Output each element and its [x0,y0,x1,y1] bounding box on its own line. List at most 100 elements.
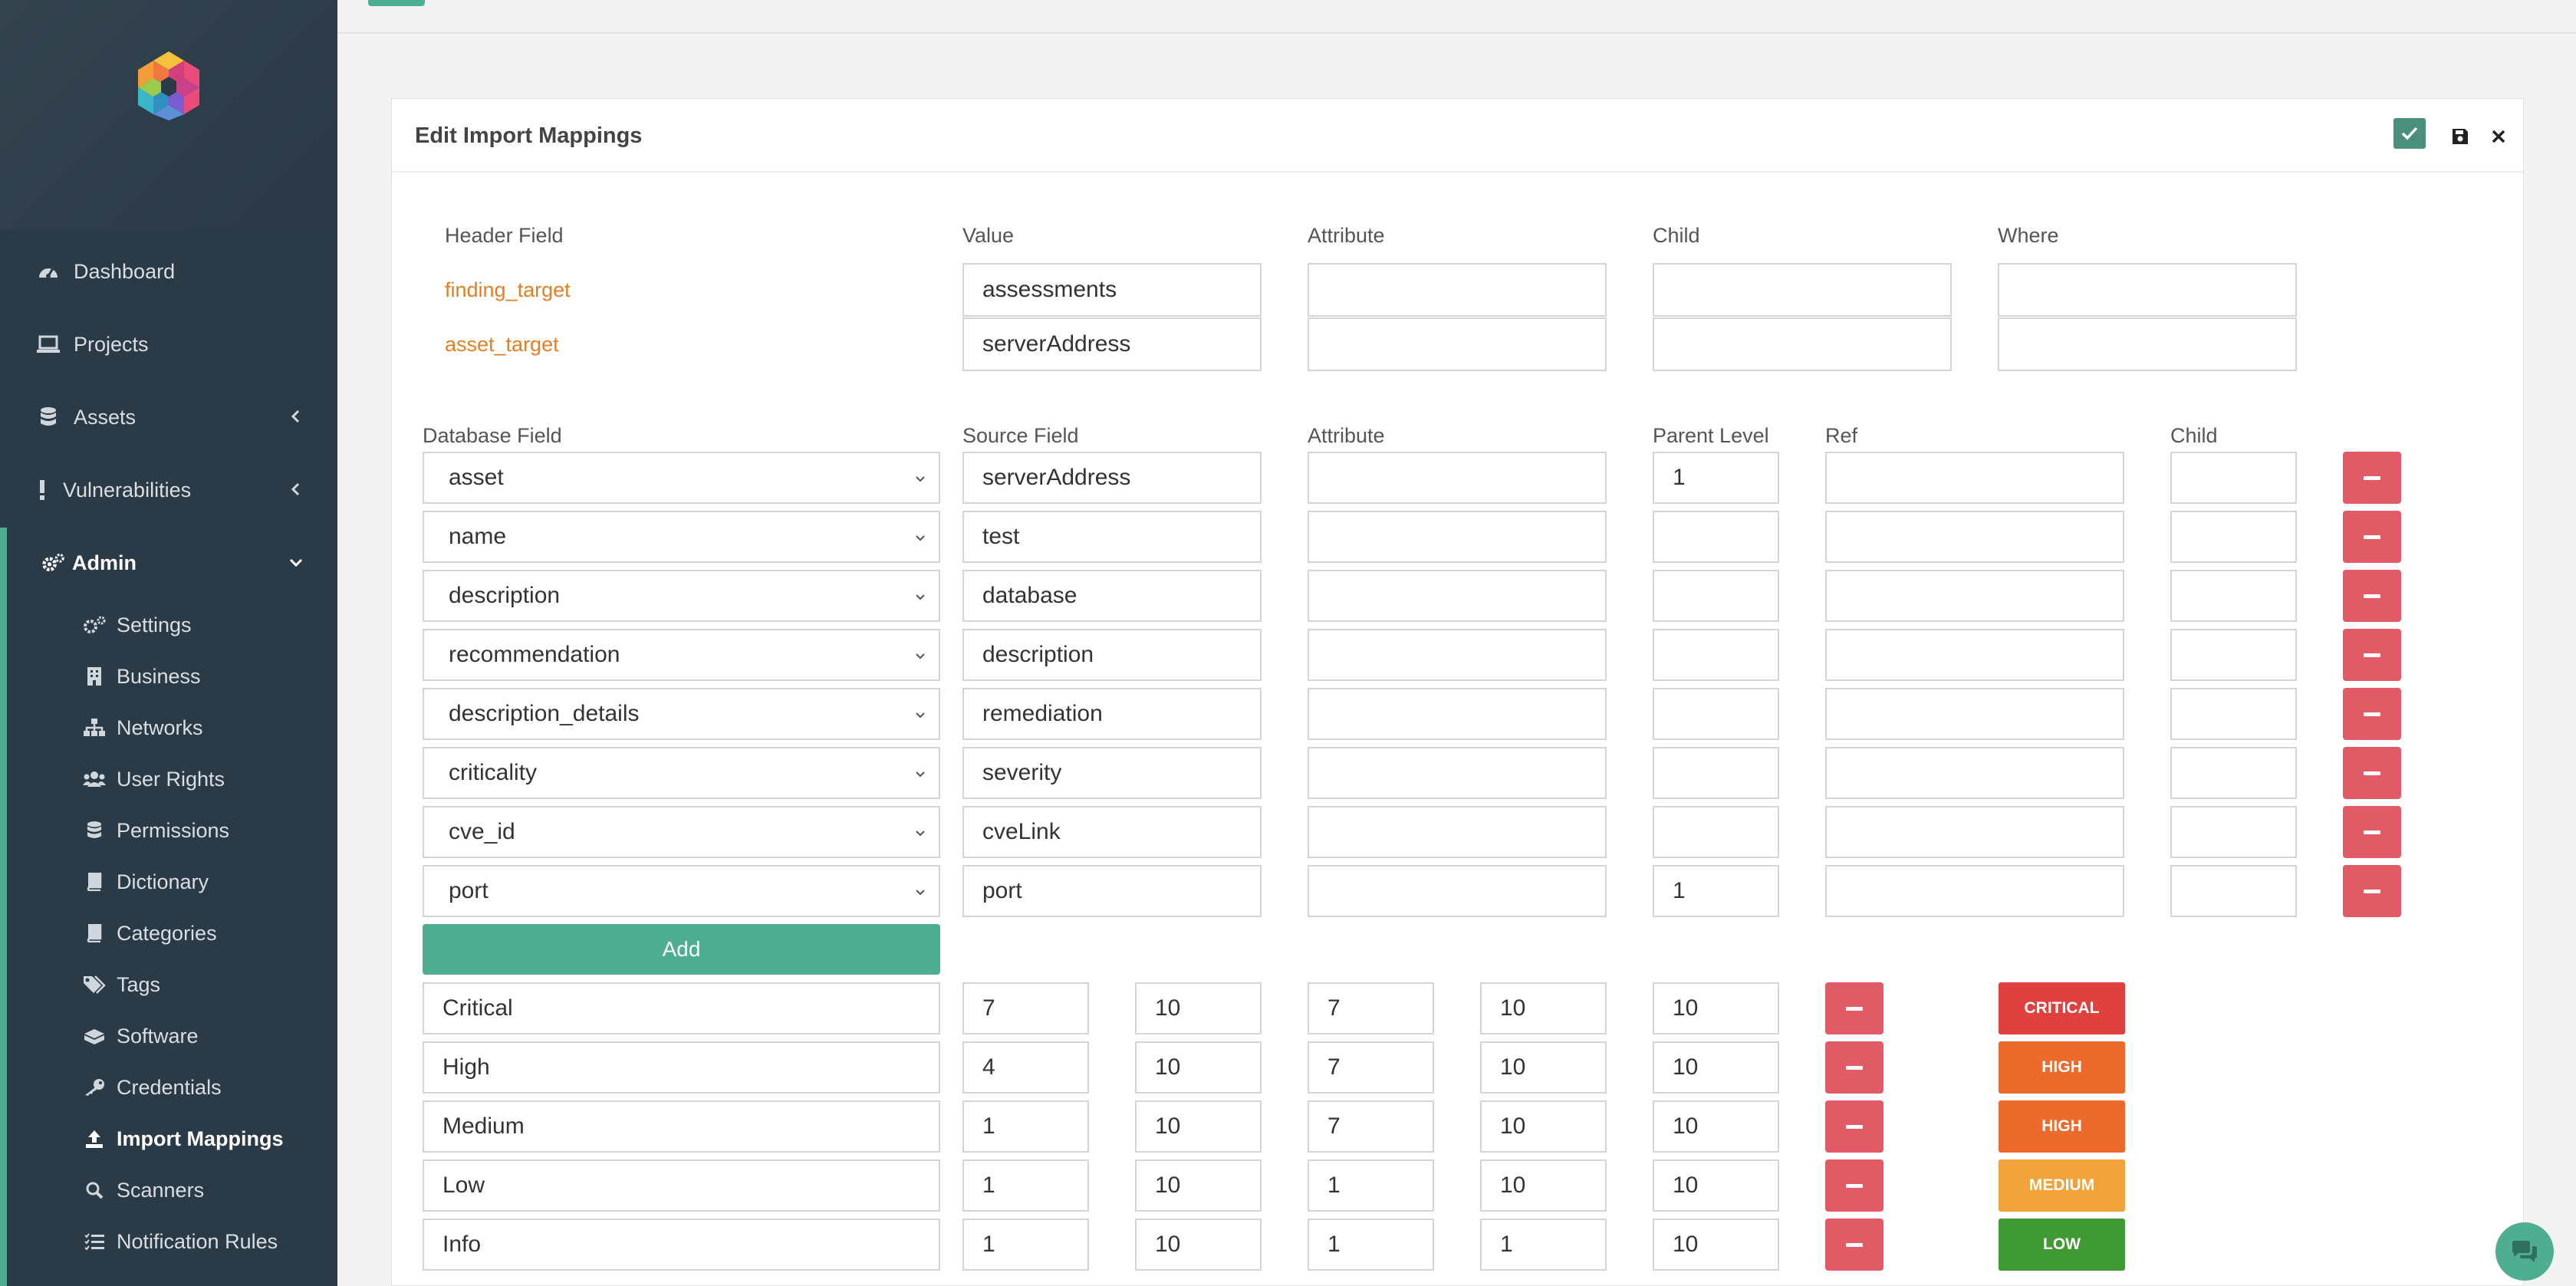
header-value-input[interactable]: assessments [962,263,1262,317]
sidebar-item-credentials[interactable]: Credentials [0,1065,337,1110]
attribute-input[interactable] [1308,865,1607,917]
sidebar-item-software[interactable]: Software [0,1014,337,1058]
parent-level-input[interactable] [1653,629,1779,681]
severity-value-input[interactable]: 1 [962,1219,1089,1271]
severity-value-input[interactable]: 10 [1653,1100,1779,1153]
sidebar-item-permissions[interactable]: Permissions [0,808,337,853]
remove-severity-button[interactable] [1825,1219,1883,1271]
nav-projects[interactable]: Projects [0,317,337,371]
add-mapping-button[interactable]: Add [423,924,940,975]
severity-value-input[interactable]: 10 [1653,1041,1779,1094]
logo-icon[interactable] [130,48,207,124]
child-input[interactable] [2170,570,2297,622]
parent-level-input[interactable] [1653,570,1779,622]
parent-level-input[interactable] [1653,747,1779,799]
remove-mapping-button[interactable] [2343,865,2401,917]
ref-input[interactable] [1825,806,2124,858]
header-attribute-input[interactable] [1308,263,1607,317]
severity-value-input[interactable]: 10 [1653,1159,1779,1212]
database-field-select[interactable]: recommendation [423,629,940,681]
severity-value-input[interactable]: 10 [1480,1041,1607,1094]
attribute-input[interactable] [1308,688,1607,740]
parent-level-input[interactable] [1653,806,1779,858]
severity-value-input[interactable]: 7 [1308,982,1434,1034]
sidebar-item-scanners[interactable]: Scanners [0,1168,337,1212]
attribute-input[interactable] [1308,570,1607,622]
ref-input[interactable] [1825,629,2124,681]
remove-mapping-button[interactable] [2343,570,2401,622]
header-value-input[interactable]: serverAddress [962,317,1262,371]
severity-value-input[interactable]: 1 [962,1159,1089,1212]
sidebar-item-import-mappings[interactable]: Import Mappings [0,1117,337,1161]
database-field-select[interactable]: criticality [423,747,940,799]
remove-severity-button[interactable] [1825,1041,1883,1094]
remove-mapping-button[interactable] [2343,688,2401,740]
database-field-select[interactable]: description [423,570,940,622]
attribute-input[interactable] [1308,806,1607,858]
child-input[interactable] [2170,747,2297,799]
severity-value-input[interactable]: 10 [1135,1219,1262,1271]
remove-mapping-button[interactable] [2343,747,2401,799]
severity-value-input[interactable]: 10 [1480,1159,1607,1212]
child-input[interactable] [2170,511,2297,563]
header-child-input[interactable] [1653,317,1952,371]
header-attribute-input[interactable] [1308,317,1607,371]
remove-mapping-button[interactable] [2343,452,2401,504]
parent-level-input[interactable] [1653,511,1779,563]
sidebar-item-categories[interactable]: Categories [0,911,337,955]
attribute-input[interactable] [1308,747,1607,799]
severity-value-input[interactable]: 10 [1653,982,1779,1034]
source-field-input[interactable]: remediation [962,688,1262,740]
nav-admin[interactable]: Admin [0,536,337,590]
remove-severity-button[interactable] [1825,982,1883,1034]
severity-value-input[interactable]: 10 [1135,1041,1262,1094]
top-tab-indicator[interactable] [368,0,425,6]
child-input[interactable] [2170,865,2297,917]
sidebar-item-dictionary[interactable]: Dictionary [0,860,337,904]
source-field-input[interactable]: port [962,865,1262,917]
severity-value-input[interactable]: 7 [1308,1041,1434,1094]
child-input[interactable] [2170,452,2297,504]
ref-input[interactable] [1825,688,2124,740]
save-button[interactable] [2446,122,2475,151]
header-where-input[interactable] [1998,317,2297,371]
severity-value-input[interactable]: 10 [1135,982,1262,1034]
sidebar-item-networks[interactable]: Networks [0,705,337,750]
severity-name-input[interactable]: Info [423,1219,940,1271]
severity-value-input[interactable]: 1 [1480,1219,1607,1271]
parent-level-input[interactable]: 1 [1653,452,1779,504]
database-field-select[interactable]: asset [423,452,940,504]
chat-button[interactable] [2495,1222,2554,1281]
sidebar-item-business[interactable]: Business [0,654,337,699]
severity-value-input[interactable]: 1 [962,1100,1089,1153]
severity-name-input[interactable]: Low [423,1159,940,1212]
remove-mapping-button[interactable] [2343,629,2401,681]
severity-value-input[interactable]: 7 [1308,1100,1434,1153]
source-field-input[interactable]: test [962,511,1262,563]
nav-assets[interactable]: Assets [0,390,337,444]
sidebar-item-notification-rules[interactable]: Notification Rules [0,1219,337,1264]
header-child-input[interactable] [1653,263,1952,317]
ref-input[interactable] [1825,747,2124,799]
database-field-select[interactable]: description_details [423,688,940,740]
severity-name-input[interactable]: Medium [423,1100,940,1153]
remove-mapping-button[interactable] [2343,806,2401,858]
source-field-input[interactable]: database [962,570,1262,622]
attribute-input[interactable] [1308,629,1607,681]
child-input[interactable] [2170,806,2297,858]
sidebar-item-settings[interactable]: Settings [0,603,337,647]
source-field-input[interactable]: description [962,629,1262,681]
ref-input[interactable] [1825,570,2124,622]
close-button[interactable] [2484,122,2513,151]
child-input[interactable] [2170,688,2297,740]
sidebar-item-tags[interactable]: Tags [0,962,337,1007]
source-field-input[interactable]: serverAddress [962,452,1262,504]
severity-value-input[interactable]: 10 [1480,982,1607,1034]
parent-level-input[interactable] [1653,688,1779,740]
ref-input[interactable] [1825,511,2124,563]
nav-vulnerabilities[interactable]: Vulnerabilities [0,463,337,517]
nav-dashboard[interactable]: Dashboard [0,245,337,298]
confirm-button[interactable] [2393,118,2426,149]
remove-severity-button[interactable] [1825,1159,1883,1212]
header-where-input[interactable] [1998,263,2297,317]
